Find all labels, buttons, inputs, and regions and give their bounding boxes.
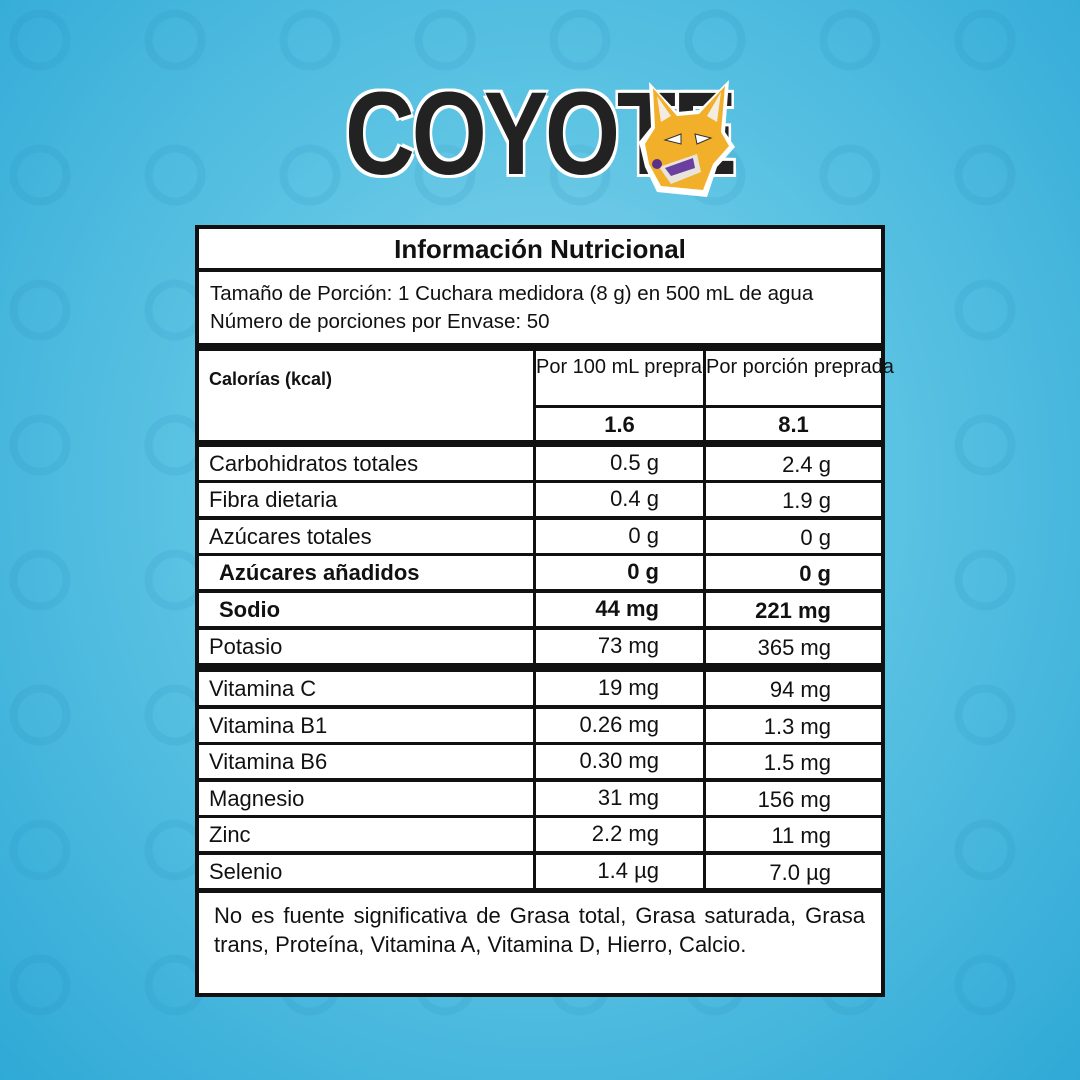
nutrient-per-100ml: 1.4 µg <box>536 855 703 888</box>
nutrient-per-portion: 1.3 mg <box>706 709 881 742</box>
nutrient-per-portion: 365 mg <box>706 630 881 663</box>
nutrient-name: Zinc <box>199 818 533 851</box>
nutrient-per-100ml: 44 mg <box>536 593 703 626</box>
nutrient-per-portion: 221 mg <box>706 593 881 626</box>
brand-logo: COYOTE <box>345 75 819 193</box>
nutrient-name: Magnesio <box>199 782 533 815</box>
nutrient-per-portion: 1.5 mg <box>706 745 881 778</box>
calories-per-100ml: 1.6 <box>536 408 703 440</box>
nutrient-name: Vitamina B1 <box>199 709 533 742</box>
nutrient-per-portion: 7.0 µg <box>706 855 881 888</box>
serving-size: Tamaño de Porción: 1 Cuchara medidora (8… <box>210 282 814 305</box>
per-100ml-header: Por 100 mL preprados <box>536 351 734 405</box>
nutrient-per-portion: 94 mg <box>706 672 881 705</box>
table-title: Información Nutricional <box>199 229 881 268</box>
calories-per-portion: 8.1 <box>706 408 881 440</box>
nutrient-name: Vitamina B6 <box>199 745 533 778</box>
nutrient-per-portion: 1.9 g <box>706 483 881 516</box>
nutrient-name: Azúcares totales <box>199 520 533 553</box>
serving-info: Tamaño de Porción: 1 Cuchara medidora (8… <box>199 272 881 343</box>
nutrient-name: Sodio <box>199 593 533 626</box>
nutrient-name: Carbohidratos totales <box>199 447 533 480</box>
servings-per-container: Número de porciones por Envase: 50 <box>210 310 550 333</box>
nutrient-name: Azúcares añadidos <box>199 556 533 589</box>
nutrient-per-100ml: 0 g <box>536 520 703 553</box>
nutrient-per-100ml: 0.30 mg <box>536 745 703 778</box>
nutrient-per-portion: 0 g <box>706 556 881 589</box>
nutrient-per-100ml: 0.26 mg <box>536 709 703 742</box>
nutrient-per-100ml: 31 mg <box>536 782 703 815</box>
nutrient-per-100ml: 0.5 g <box>536 447 703 480</box>
footnote: No es fuente significativa de Grasa tota… <box>199 893 881 993</box>
nutrient-name: Vitamina C <box>199 672 533 705</box>
nutrient-per-portion: 2.4 g <box>706 447 881 480</box>
nutrient-per-portion: 11 mg <box>706 818 881 851</box>
nutrient-per-100ml: 73 mg <box>536 630 703 663</box>
coyote-head-icon <box>639 80 735 197</box>
nutrient-per-portion: 156 mg <box>706 782 881 815</box>
nutrient-name: Potasio <box>199 630 533 663</box>
nutrient-name: Fibra dietaria <box>199 483 533 516</box>
calories-label: Calorías (kcal) <box>199 351 533 440</box>
nutrient-per-100ml: 19 mg <box>536 672 703 705</box>
nutrient-per-portion: 0 g <box>706 520 881 553</box>
nutrient-name: Selenio <box>199 855 533 888</box>
per-portion-header: Por porción preprada <box>706 351 894 405</box>
nutrition-facts-table: Información Nutricional Tamaño de Porció… <box>195 225 894 997</box>
nutrient-per-100ml: 0 g <box>536 556 703 589</box>
nutrient-per-100ml: 2.2 mg <box>536 818 703 851</box>
nutrient-per-100ml: 0.4 g <box>536 483 703 516</box>
